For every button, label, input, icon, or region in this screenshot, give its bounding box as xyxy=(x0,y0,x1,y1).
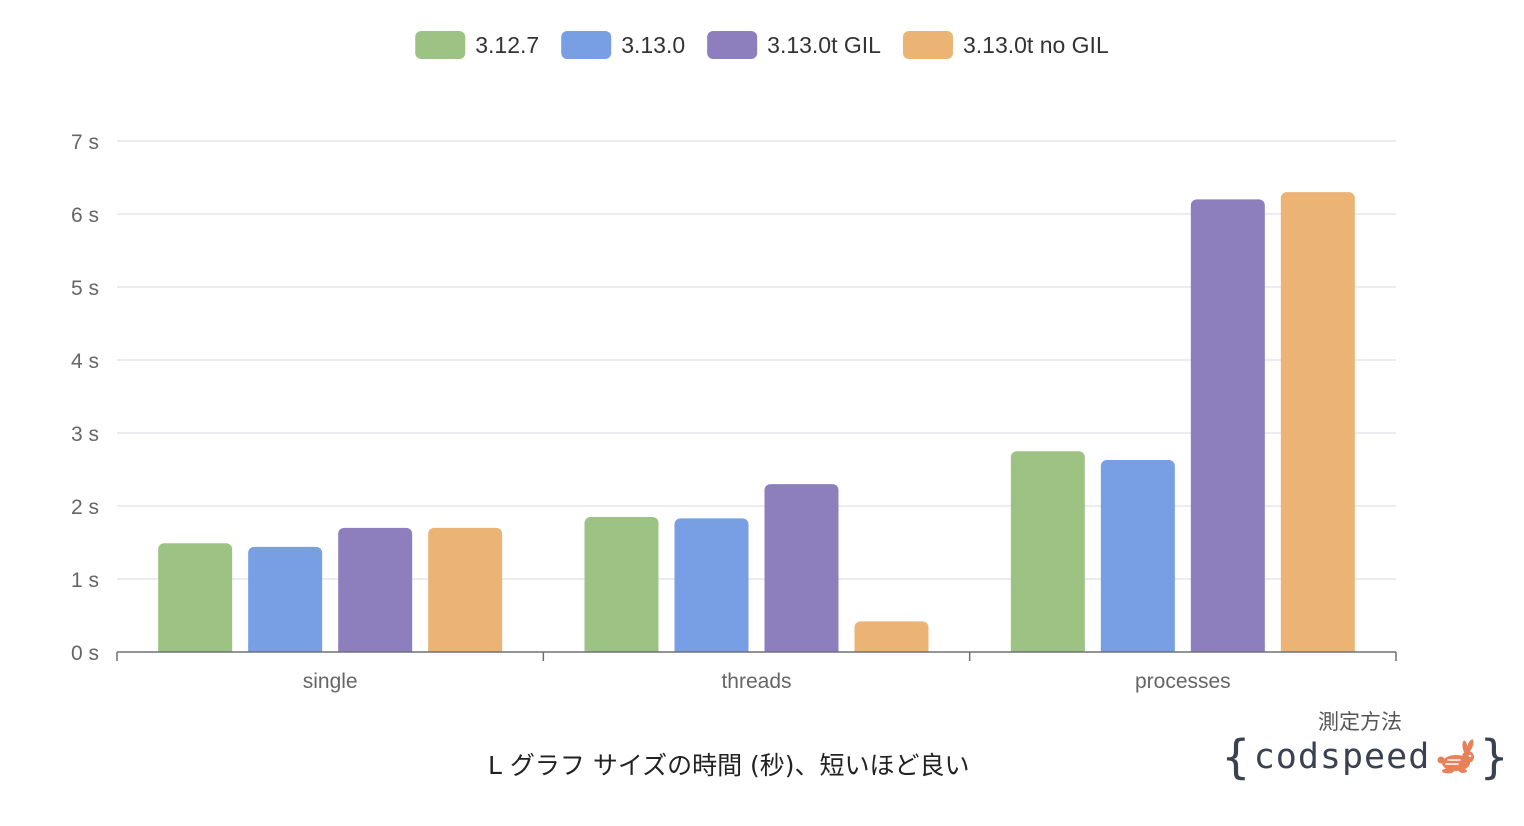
grid: 0 s 1 s 2 s 3 s 4 s 5 s 6 s 7 s xyxy=(71,131,1396,665)
x-tick-label: processes xyxy=(1135,670,1231,693)
codspeed-branding: 測定方法 { codspeed } xyxy=(1222,702,1512,798)
bar-base xyxy=(248,646,323,652)
codspeed-logo: { codspeed } xyxy=(1222,734,1508,780)
bars xyxy=(158,192,1355,652)
rabbit-icon xyxy=(1437,739,1475,774)
legend-swatch xyxy=(902,31,953,59)
x-axis-label: L グラフ サイズの時間 (秒)、短いほど良い xyxy=(488,751,970,780)
x-axis: single threads processes xyxy=(116,651,1397,693)
legend: 3.12.7 3.13.0 3.13.0t GIL 3.13.0t no GIL xyxy=(415,31,1109,59)
legend-item[interactable]: 3.13.0t GIL xyxy=(707,31,881,59)
x-tick-label: threads xyxy=(721,670,791,693)
y-tick-label: 2 s xyxy=(71,496,99,519)
bar-threads-2 xyxy=(764,484,839,652)
bar-processes-3 xyxy=(1280,192,1355,652)
bar-base xyxy=(1010,646,1085,652)
bar-single-0 xyxy=(158,543,233,652)
y-tick-label: 4 s xyxy=(71,350,99,373)
y-tick-label: 3 s xyxy=(71,423,99,446)
bar-processes-1 xyxy=(1100,460,1175,652)
x-tick-label: single xyxy=(303,670,358,693)
bar-processes-2 xyxy=(1190,199,1265,652)
legend-swatch xyxy=(561,31,612,59)
bar-base xyxy=(584,646,659,652)
bar-processes-0 xyxy=(1010,451,1085,652)
bar-single-3 xyxy=(428,527,503,652)
bar-base xyxy=(338,646,413,652)
brand-caption: 測定方法 xyxy=(1318,710,1402,734)
bar-base xyxy=(854,646,929,652)
bar-base xyxy=(1280,646,1355,652)
bar-threads-1 xyxy=(674,518,749,652)
legend-label: 3.13.0 xyxy=(621,32,685,58)
bar-base xyxy=(428,646,503,652)
y-tick-label: 1 s xyxy=(71,569,99,592)
bar-single-2 xyxy=(338,527,413,652)
legend-item[interactable]: 3.13.0t no GIL xyxy=(902,31,1109,59)
bar-base xyxy=(1190,646,1265,652)
y-tick-label: 7 s xyxy=(71,131,99,154)
legend-item[interactable]: 3.13.0 xyxy=(561,31,685,59)
y-tick-label: 6 s xyxy=(71,204,99,227)
bar-base xyxy=(764,646,839,652)
legend-swatch xyxy=(707,31,758,59)
legend-label: 3.13.0t no GIL xyxy=(963,32,1109,58)
bar-base xyxy=(674,646,749,652)
y-tick-label: 0 s xyxy=(71,642,99,665)
legend-item[interactable]: 3.12.7 xyxy=(415,31,539,59)
legend-swatch xyxy=(415,31,466,59)
bar-threads-0 xyxy=(584,516,659,652)
brace-close: } xyxy=(1480,730,1508,784)
y-tick-label: 5 s xyxy=(71,277,99,300)
brace-open: { xyxy=(1222,730,1250,784)
legend-label: 3.12.7 xyxy=(475,32,539,58)
brand-wordmark: codspeed xyxy=(1253,737,1431,777)
bar-base xyxy=(158,646,233,652)
legend-label: 3.13.0t GIL xyxy=(767,32,881,58)
bar-single-1 xyxy=(248,546,323,652)
bar-threads-3 xyxy=(854,621,929,652)
bar-base xyxy=(1100,646,1175,652)
